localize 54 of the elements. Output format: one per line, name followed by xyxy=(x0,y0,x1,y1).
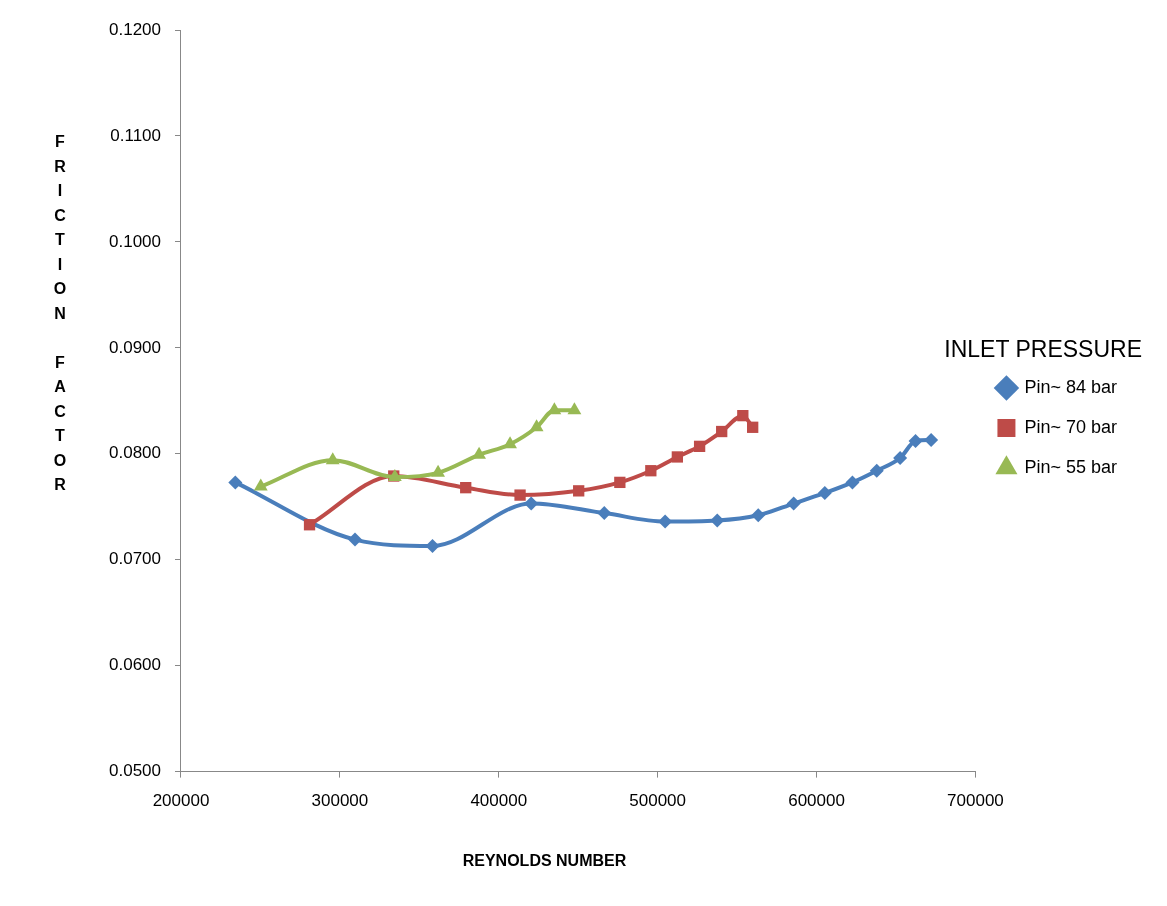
point xyxy=(347,532,362,547)
text: FRICTION FACTOR xyxy=(53,133,67,493)
point xyxy=(817,485,832,500)
point xyxy=(431,464,445,477)
point xyxy=(503,436,517,449)
point xyxy=(529,419,544,432)
point xyxy=(303,519,316,531)
point xyxy=(893,451,908,466)
y-tick-label: 0.0500 xyxy=(109,761,161,781)
x-tick-label: 600000 xyxy=(788,791,845,811)
point xyxy=(597,506,612,521)
y-tick-label: 0.1100 xyxy=(110,125,161,145)
point xyxy=(472,446,486,459)
point xyxy=(524,496,539,511)
point xyxy=(869,463,884,478)
point xyxy=(710,513,725,528)
point xyxy=(671,451,684,463)
point xyxy=(908,434,923,449)
y-tick-label: 0.1000 xyxy=(109,231,161,251)
x-tick-label: 400000 xyxy=(470,791,528,811)
point xyxy=(845,475,860,490)
point xyxy=(514,489,526,501)
point xyxy=(924,433,939,447)
point xyxy=(460,482,472,494)
legend-title: INLET PRESSURE xyxy=(944,336,1142,363)
y-tick-label: 0.0800 xyxy=(109,443,161,463)
point xyxy=(645,465,657,477)
x-tick-label: 300000 xyxy=(311,791,369,811)
point xyxy=(747,421,759,433)
x-tick-label: 200000 xyxy=(152,791,210,811)
y-tick-label: 0.0600 xyxy=(109,655,161,675)
point xyxy=(253,478,268,491)
point xyxy=(325,452,340,465)
point xyxy=(573,485,585,497)
y-tick-label: 0.0900 xyxy=(109,337,161,357)
legend-label: Pin~ 84 bar xyxy=(1024,376,1118,397)
legend-label: Pin~ 70 bar xyxy=(1024,416,1118,437)
point xyxy=(228,475,243,490)
point xyxy=(614,476,626,489)
legend-label: Pin~ 55 bar xyxy=(1024,456,1118,477)
point xyxy=(425,538,440,553)
x-axis-title: REYNOLDS NUMBER xyxy=(461,852,628,870)
point xyxy=(693,440,706,453)
point xyxy=(716,425,728,438)
point xyxy=(751,508,766,523)
point xyxy=(786,496,801,511)
y-tick-label: 0.0700 xyxy=(109,549,161,569)
point xyxy=(658,514,673,529)
point xyxy=(737,409,749,422)
point xyxy=(547,402,562,415)
point xyxy=(567,402,582,415)
x-tick-label: 700000 xyxy=(947,791,1004,811)
y-tick-label: 0.1200 xyxy=(109,19,161,39)
x-tick-label: 500000 xyxy=(629,791,687,811)
